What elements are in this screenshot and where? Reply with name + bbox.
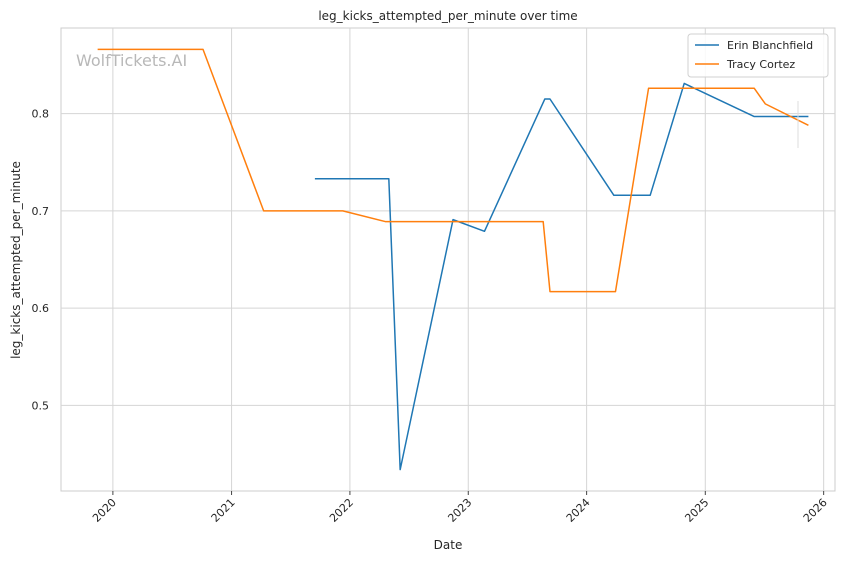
plot-area: [61, 28, 835, 491]
x-tick-label: 2024: [564, 496, 593, 525]
y-tick-label: 0.7: [32, 205, 50, 218]
y-tick-label: 0.5: [32, 399, 50, 412]
legend: Erin Blanchfield Tracy Cortez: [688, 34, 828, 77]
x-tick-label: 2026: [801, 496, 830, 525]
x-axis-ticks: 2020 2021 2022 2023 2024 2025 2026: [90, 491, 830, 525]
x-tick-label: 2021: [209, 496, 238, 525]
chart-title: leg_kicks_attempted_per_minute over time: [318, 9, 577, 23]
x-tick-label: 2023: [445, 496, 474, 525]
legend-label-erin: Erin Blanchfield: [727, 39, 813, 52]
x-tick-label: 2022: [327, 496, 356, 525]
y-tick-label: 0.8: [32, 108, 50, 121]
y-axis-ticks: 0.5 0.6 0.7 0.8: [32, 108, 50, 413]
y-axis-label: leg_kicks_attempted_per_minute: [9, 161, 23, 359]
watermark: WolfTickets.AI: [76, 51, 187, 70]
x-tick-label: 2020: [90, 496, 119, 525]
x-axis-label: Date: [434, 538, 463, 552]
legend-label-tracy: Tracy Cortez: [726, 58, 795, 71]
x-tick-label: 2025: [682, 496, 711, 525]
y-tick-label: 0.6: [32, 302, 50, 315]
